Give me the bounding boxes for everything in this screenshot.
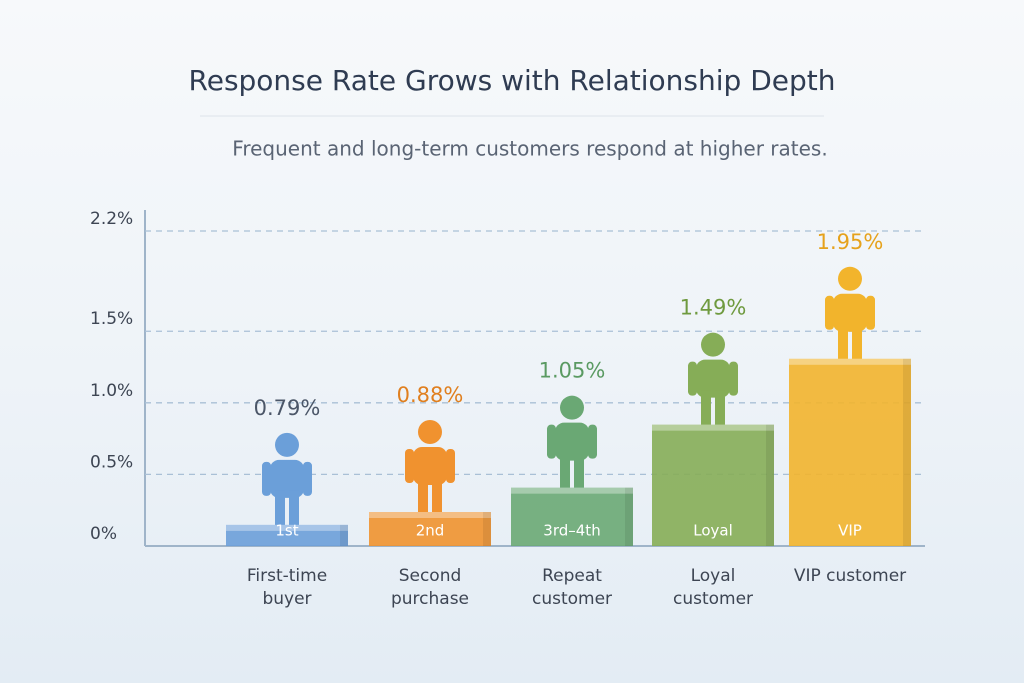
y-tick-label: 0%	[90, 524, 117, 544]
badge-label: Loyal	[693, 522, 733, 540]
figure-torso	[413, 447, 447, 485]
figure-arm	[405, 449, 414, 483]
figure-leg	[560, 453, 570, 488]
figure-leg	[289, 490, 299, 525]
figure-leg	[715, 390, 725, 425]
figure-arm	[588, 424, 597, 459]
pedestal	[369, 512, 491, 546]
figure-head	[275, 432, 299, 457]
x-tick-label: Second purchase	[390, 566, 470, 609]
pedestal-side	[766, 424, 774, 546]
figure-leg	[275, 490, 285, 525]
x-tick-label: VIP customer	[793, 566, 907, 586]
pedestal	[652, 424, 774, 546]
pedestal-side	[625, 487, 633, 546]
badge-label: 1st	[275, 522, 298, 540]
x-tick-label: First-time buyer	[246, 566, 328, 609]
figure-arm	[688, 361, 697, 396]
bar	[369, 420, 491, 546]
figure-torso	[555, 422, 589, 461]
x-tick-label: Loyal customer	[672, 566, 754, 609]
pedestal	[789, 358, 911, 546]
figure-head	[701, 332, 725, 357]
figure-leg	[432, 478, 442, 512]
pedestal-side	[340, 524, 348, 546]
pedestal-side	[903, 358, 911, 546]
y-tick-label: 0.5%	[90, 452, 133, 472]
figure-arm	[547, 424, 556, 459]
figure-head	[560, 395, 584, 420]
bar	[511, 395, 633, 546]
y-tick-label: 1.0%	[90, 381, 133, 401]
pedestal-top	[369, 512, 491, 518]
y-tick-label: 1.5%	[90, 309, 133, 329]
value-label: 0.88%	[397, 383, 464, 407]
badge-label: VIP	[838, 522, 862, 540]
bar	[789, 266, 911, 546]
figure-arm	[825, 295, 834, 330]
pedestal	[511, 487, 633, 546]
badge-label: 2nd	[416, 522, 445, 540]
pedestal-top	[789, 358, 911, 365]
figure-leg	[701, 390, 711, 425]
value-label: 0.79%	[254, 396, 321, 420]
value-label: 1.49%	[680, 296, 747, 320]
figure-arm	[303, 461, 312, 496]
figure-leg	[852, 324, 862, 359]
pedestal-top	[511, 487, 633, 494]
bar	[652, 332, 774, 546]
pedestal	[226, 524, 348, 546]
chart-subtitle: Frequent and long-term customers respond…	[232, 137, 827, 161]
y-tick-label: 2.2%	[90, 209, 133, 229]
figure-torso	[833, 293, 867, 332]
x-tick-label: Repeat customer	[531, 566, 613, 609]
badge-label: 3rd–4th	[543, 522, 600, 540]
value-label: 1.95%	[817, 230, 884, 254]
figure-arm	[729, 361, 738, 396]
figure-arm	[866, 295, 875, 330]
pedestal-top	[226, 524, 348, 531]
figure-head	[838, 266, 862, 291]
chart-title: Response Rate Grows with Relationship De…	[189, 64, 836, 97]
figure-arm	[262, 461, 271, 496]
value-label: 1.05%	[539, 359, 606, 383]
figure-torso	[270, 459, 304, 498]
figure-head	[418, 420, 442, 444]
figure-torso	[696, 359, 730, 398]
pedestal-top	[652, 424, 774, 431]
figure-arm	[446, 449, 455, 483]
figure-leg	[574, 453, 584, 488]
figure-leg	[838, 324, 848, 359]
bar	[226, 432, 348, 546]
pedestal-side	[483, 512, 491, 546]
figure-leg	[418, 478, 428, 512]
